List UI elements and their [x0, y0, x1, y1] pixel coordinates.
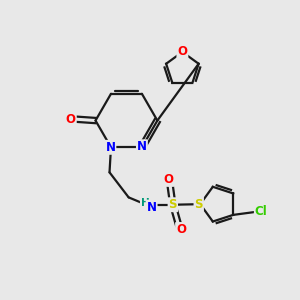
Text: N: N: [105, 141, 116, 154]
Text: O: O: [177, 45, 188, 58]
Text: S: S: [169, 198, 177, 211]
Text: N: N: [147, 201, 157, 214]
Text: O: O: [66, 112, 76, 126]
Text: O: O: [164, 173, 173, 186]
Text: N: N: [137, 140, 147, 153]
Text: O: O: [176, 223, 186, 236]
Text: Cl: Cl: [255, 206, 268, 218]
Text: H: H: [141, 198, 149, 208]
Text: S: S: [194, 198, 203, 211]
